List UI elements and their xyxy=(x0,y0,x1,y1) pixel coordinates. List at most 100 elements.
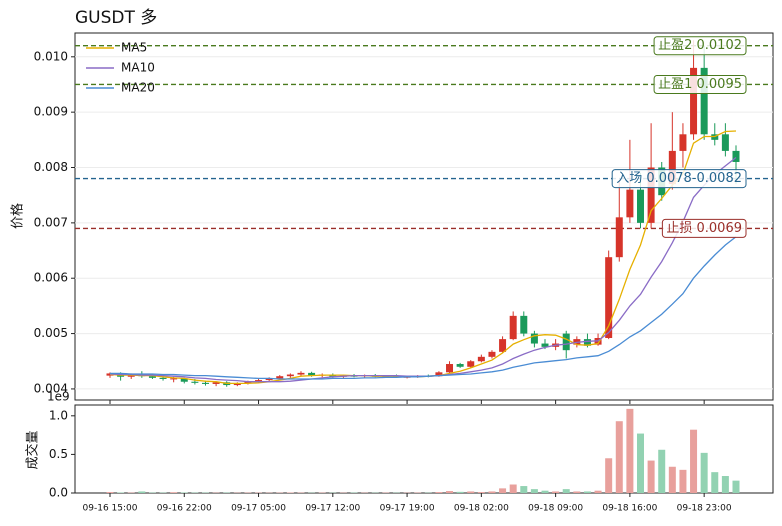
candle-body xyxy=(308,372,316,376)
y-tick-label: 0.010 xyxy=(34,49,68,63)
level-label-box xyxy=(653,36,747,56)
candle-body xyxy=(700,67,708,135)
volume-y-tick-label: 1.0 xyxy=(49,408,68,422)
candle-body xyxy=(233,383,241,386)
x-tick-label: 09-18 23:00 xyxy=(677,504,732,514)
legend-label: MA20 xyxy=(121,81,155,95)
volume-bar xyxy=(541,490,549,493)
level-label-box xyxy=(611,169,747,189)
volume-bar xyxy=(668,466,676,493)
level-label-text: 止盈2 0.0102 xyxy=(658,38,742,53)
candle-body xyxy=(170,378,178,380)
candle-body xyxy=(244,381,252,384)
volume-bar xyxy=(679,469,687,493)
candle-body xyxy=(732,150,740,162)
volume-bar xyxy=(509,484,517,493)
x-tick-label: 09-17 19:00 xyxy=(380,504,435,514)
candle-body xyxy=(265,378,273,381)
candle-body xyxy=(477,356,485,362)
legend-label: MA5 xyxy=(121,41,147,55)
volume-bar xyxy=(615,421,623,493)
ma-line xyxy=(110,236,737,380)
level-label: 止盈1 0.0095 xyxy=(653,74,747,94)
volume-bar xyxy=(456,491,464,493)
x-tick-label: 09-17 12:00 xyxy=(305,504,360,514)
y-tick-label: 0.006 xyxy=(34,271,68,285)
level-label-text: 入场 0.0078-0.0082 xyxy=(616,171,742,186)
volume-frame xyxy=(74,404,774,494)
volume-bar xyxy=(552,491,560,493)
volume-bar xyxy=(583,491,591,493)
ma-line xyxy=(109,130,737,385)
volume-y-tick-label: 0.5 xyxy=(49,447,68,461)
y-tick-label: 0.008 xyxy=(34,160,68,174)
candle-body xyxy=(520,315,528,334)
candle-body xyxy=(541,343,549,347)
volume-bar xyxy=(477,492,485,493)
x-tick-label: 09-18 09:00 xyxy=(528,504,583,514)
legend-label: MA10 xyxy=(121,61,155,75)
y-axis-label: 价格 xyxy=(10,203,26,229)
level-label: 止损 0.0069 xyxy=(661,218,747,238)
candle-body xyxy=(446,364,454,373)
volume-bar xyxy=(711,472,719,493)
volume-bar xyxy=(690,429,698,493)
volume-bar xyxy=(488,491,496,493)
candle-body xyxy=(530,333,538,344)
candle-body xyxy=(668,150,676,185)
candle-body xyxy=(509,315,517,340)
volume-axis-label: 成交量 xyxy=(25,430,41,469)
price-frame xyxy=(74,32,774,401)
volume-bar xyxy=(530,489,538,493)
candle-body xyxy=(605,257,613,339)
volume-bar xyxy=(446,491,454,493)
x-tick-label: 09-18 02:00 xyxy=(454,504,509,514)
volume-bar xyxy=(637,433,644,493)
candle-body xyxy=(721,134,729,151)
candle-body xyxy=(286,374,294,377)
candle-body xyxy=(626,189,634,218)
y-tick-label: 0.009 xyxy=(34,105,68,119)
volume-bar xyxy=(700,452,708,493)
candle-body xyxy=(615,217,623,258)
candle-body xyxy=(212,382,220,384)
volume-y-tick-label: 0.0 xyxy=(49,486,68,500)
volume-bar xyxy=(520,486,528,493)
volume-bar xyxy=(658,449,666,493)
volume-bar xyxy=(467,491,475,493)
candle-body xyxy=(647,167,655,223)
level-label: 入场 0.0078-0.0082 xyxy=(611,169,747,189)
chart-title: GUSDT 多 xyxy=(75,8,157,28)
volume-bar xyxy=(594,490,602,493)
candle-body xyxy=(276,376,284,379)
volume-bar xyxy=(626,408,634,493)
volume-bar xyxy=(138,491,146,493)
candle-body xyxy=(148,376,156,378)
candle-body xyxy=(180,378,188,382)
candle-body xyxy=(637,189,644,223)
candle-body xyxy=(159,377,167,379)
volume-bar xyxy=(106,492,114,493)
volume-bar xyxy=(605,458,613,493)
candle-body xyxy=(191,381,199,383)
volume-bar xyxy=(721,476,729,493)
level-label-box xyxy=(661,218,747,238)
x-tick-label: 09-18 16:00 xyxy=(602,504,657,514)
y-tick-label: 0.005 xyxy=(34,326,68,340)
volume-bar xyxy=(732,480,740,493)
candle-body xyxy=(488,351,496,357)
volume-bar xyxy=(647,460,655,493)
level-label: 止盈2 0.0102 xyxy=(653,36,747,56)
candle-body xyxy=(201,382,209,384)
level-label-text: 止损 0.0069 xyxy=(666,221,742,236)
level-label-box xyxy=(653,74,747,94)
candle-body xyxy=(456,364,464,367)
candle-body xyxy=(690,67,698,135)
candle-body xyxy=(435,372,443,377)
x-tick-label: 09-16 15:00 xyxy=(83,504,138,514)
y-tick-label: 0.004 xyxy=(34,381,68,395)
candle-body xyxy=(562,333,570,351)
volume-offset: 1e9 xyxy=(47,390,70,404)
x-tick-label: 09-17 05:00 xyxy=(231,504,286,514)
